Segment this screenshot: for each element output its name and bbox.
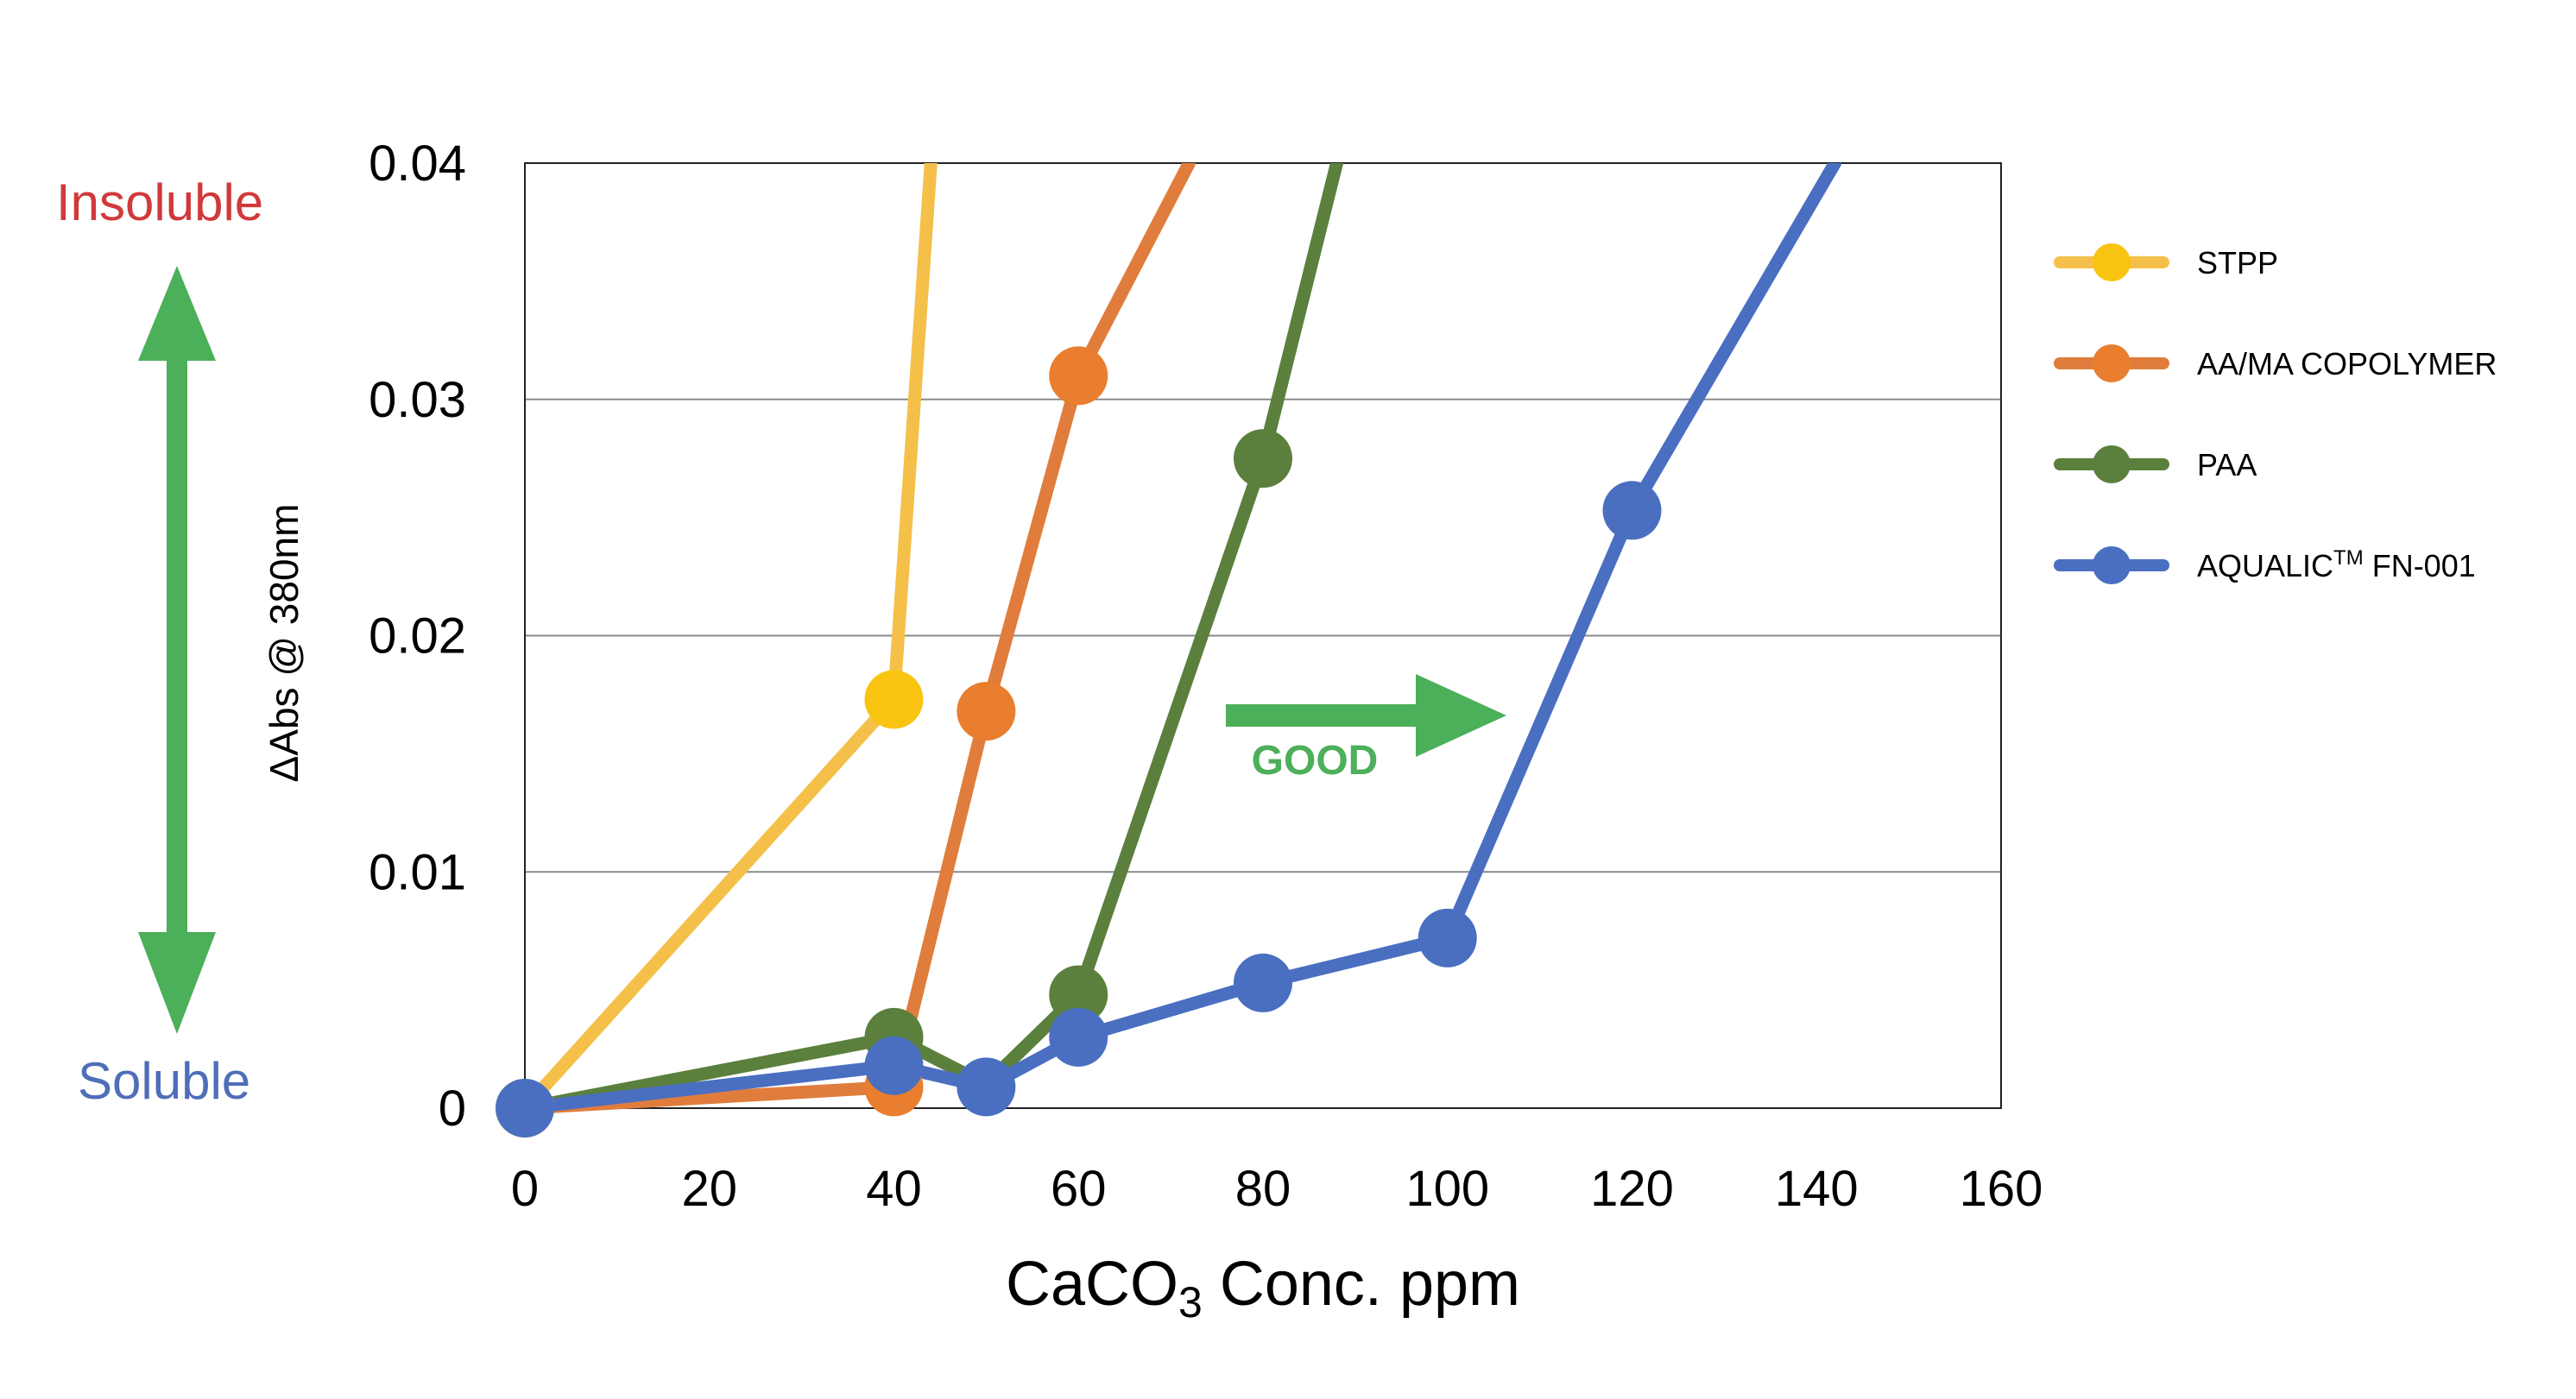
legend-item-3: AQUALICTM FN-001 — [2054, 546, 2476, 584]
data-point — [496, 1079, 554, 1137]
x-tick-label: 40 — [866, 1161, 922, 1217]
legend-swatch-marker — [2093, 445, 2131, 483]
y-tick-label: 0 — [439, 1081, 466, 1137]
legend-label: STPP — [2197, 245, 2278, 280]
y-tick-label: 0.04 — [369, 135, 466, 192]
y-tick-label: 0.02 — [369, 608, 466, 665]
data-point — [864, 1036, 924, 1095]
good-arrow-shaft — [1226, 704, 1433, 727]
solubility-arrow-head-down — [138, 932, 216, 1034]
good-arrow-head — [1416, 674, 1506, 757]
data-point — [1049, 346, 1108, 406]
data-point — [864, 670, 924, 729]
grid-lines — [525, 398, 2001, 873]
legend-label: PAA — [2197, 447, 2257, 482]
y-axis-label: ΔAbs @ 380nm — [262, 504, 306, 783]
legend-label: AQUALICTM FN-001 — [2197, 546, 2476, 583]
series-markers — [496, 346, 1662, 1137]
x-tick-label: 20 — [681, 1161, 737, 1217]
x-tick-label: 120 — [1590, 1161, 1674, 1217]
data-point — [1602, 481, 1662, 540]
y-tick-label: 0.01 — [369, 844, 466, 900]
y-tick-label: 0.03 — [369, 372, 466, 428]
good-label: GOOD — [1252, 738, 1379, 784]
data-point — [1049, 965, 1108, 1024]
legend-item-1: AA/MA COPOLYMER — [2054, 344, 2497, 382]
x-tick-label: 100 — [1405, 1161, 1489, 1217]
solubility-arrow-shaft — [167, 341, 187, 962]
x-tick-label: 0 — [511, 1161, 539, 1217]
x-tick-labels: 0 20 40 60 80 100 120 140 160 — [511, 1161, 2043, 1217]
legend-item-0: STPP — [2054, 243, 2278, 281]
data-point — [957, 682, 1016, 741]
x-axis-label: CaCO3 Conc. ppm — [1006, 1250, 1520, 1327]
x-tick-label: 80 — [1235, 1161, 1291, 1217]
data-point — [957, 1057, 1016, 1117]
x-axis-label-main: CaCO — [1006, 1250, 1178, 1319]
series-line-2 — [518, 163, 1343, 1115]
legend-swatch-marker — [2093, 546, 2131, 584]
solubility-arrow-head-up — [138, 266, 216, 361]
x-axis-label-rest: Conc. ppm — [1203, 1250, 1520, 1319]
data-point — [1049, 1007, 1108, 1067]
legend-swatch-marker — [2093, 344, 2131, 382]
x-tick-label: 160 — [1960, 1161, 2043, 1217]
data-point — [1234, 429, 1292, 488]
insoluble-label: Insoluble — [56, 173, 264, 231]
x-axis-label-subscript: 3 — [1178, 1278, 1203, 1327]
soluble-label: Soluble — [78, 1052, 251, 1110]
x-tick-label: 60 — [1051, 1161, 1107, 1217]
good-arrow — [1226, 674, 1506, 757]
legend-swatch-marker — [2093, 243, 2131, 281]
legend: STPP AA/MA COPOLYMER PAA AQUALICTM FN-001 — [2054, 243, 2497, 584]
x-tick-label: 140 — [1775, 1161, 1859, 1217]
y-tick-labels: 0 0.01 0.02 0.03 0.04 — [369, 135, 466, 1137]
data-point — [1417, 908, 1477, 967]
legend-item-2: PAA — [2054, 445, 2257, 483]
data-point — [1234, 953, 1292, 1012]
solubility-double-arrow — [138, 266, 216, 1034]
plot-frame — [524, 162, 2002, 1109]
legend-label: AA/MA COPOLYMER — [2197, 346, 2497, 381]
